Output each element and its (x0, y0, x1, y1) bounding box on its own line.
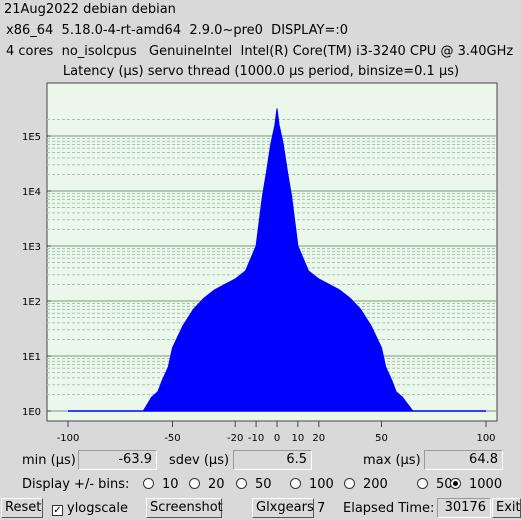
elapsed-label: Elapsed Time: (343, 501, 435, 516)
bins-radio-1000[interactable]: 1000 (450, 477, 502, 492)
reset-button[interactable]: Reset (1, 498, 43, 518)
bins-radio-label: 50 (255, 477, 272, 492)
chart-title: Latency (µs) servo thread (1000.0 µs per… (62, 64, 460, 79)
checkbox-check-icon: ✓ (52, 505, 63, 516)
stats-row: min (µs) -63.9 sdev (µs) 6.5 max (µs) 64… (0, 450, 522, 472)
radio-dot-icon (236, 478, 247, 489)
bins-radio-label: 200 (363, 477, 388, 492)
x-tick-label: -20 (227, 433, 243, 444)
glxgears-count: 7 (317, 501, 326, 516)
toolbar: Reset ✓ ylogscale Screenshot Glxgears 7 E… (0, 498, 522, 520)
max-value: 64.8 (424, 450, 503, 470)
y-tick-label: 1E4 (22, 187, 41, 198)
sdev-value: 6.5 (233, 450, 312, 470)
ylogscale-checkbox[interactable]: ✓ ylogscale (52, 501, 128, 516)
x-tick-label: -100 (57, 433, 80, 444)
exit-button[interactable]: Exit (492, 498, 521, 518)
y-tick-label: 1E5 (22, 132, 41, 143)
bins-radio-label: 100 (309, 477, 334, 492)
min-label: min (µs) (22, 453, 76, 468)
y-tick-label: 1E2 (22, 297, 41, 308)
x-tick-label: -10 (248, 433, 264, 444)
bins-radio-label: 20 (208, 477, 225, 492)
bins-row: Display +/- bins: 10 20 50 100 200 500 1000 (0, 474, 522, 496)
header-date-host: 21Aug2022 debian debian (4, 2, 176, 17)
radio-dot-icon (143, 478, 154, 489)
glxgears-button[interactable]: Glxgears (252, 498, 314, 518)
header-cpu-info: 4 cores no_isolcpus GenuineIntel Intel(R… (6, 44, 514, 59)
y-tick-label: 1E1 (22, 352, 41, 363)
radio-dot-icon (344, 478, 355, 489)
bins-radio-100[interactable]: 100 (290, 477, 334, 492)
x-tick-label: 0 (274, 433, 280, 444)
x-tick-label: -50 (164, 433, 180, 444)
x-tick-label: 20 (312, 433, 325, 444)
radio-dot-icon (290, 478, 301, 489)
header-kernel-info: x86_64 5.18.0-4-rt-amd64 2.9.0~pre0 DISP… (6, 23, 349, 38)
radio-dot-icon (417, 478, 428, 489)
y-tick-label: 1E3 (22, 242, 41, 253)
bins-radio-label: 1000 (469, 477, 503, 492)
sdev-label: sdev (µs) (169, 453, 230, 468)
bins-radio-20[interactable]: 20 (189, 477, 225, 492)
bins-radio-200[interactable]: 200 (344, 477, 388, 492)
histogram-area (142, 108, 414, 412)
radio-dot-icon (450, 478, 461, 489)
min-value: -63.9 (78, 450, 157, 470)
ylogscale-label: ylogscale (67, 501, 129, 516)
x-tick-label: 100 (476, 433, 495, 444)
screenshot-button[interactable]: Screenshot (146, 498, 223, 518)
x-tick-label: 50 (375, 433, 388, 444)
y-tick-label: 1E0 (22, 407, 41, 418)
radio-dot-icon (189, 478, 200, 489)
bins-label: Display +/- bins: (22, 477, 130, 492)
bins-radio-label: 10 (162, 477, 179, 492)
bins-radio-10[interactable]: 10 (143, 477, 179, 492)
bins-radio-50[interactable]: 50 (236, 477, 272, 492)
x-tick-label: 10 (292, 433, 305, 444)
elapsed-value: 30176 (437, 498, 491, 518)
max-label: max (µs) (363, 453, 421, 468)
